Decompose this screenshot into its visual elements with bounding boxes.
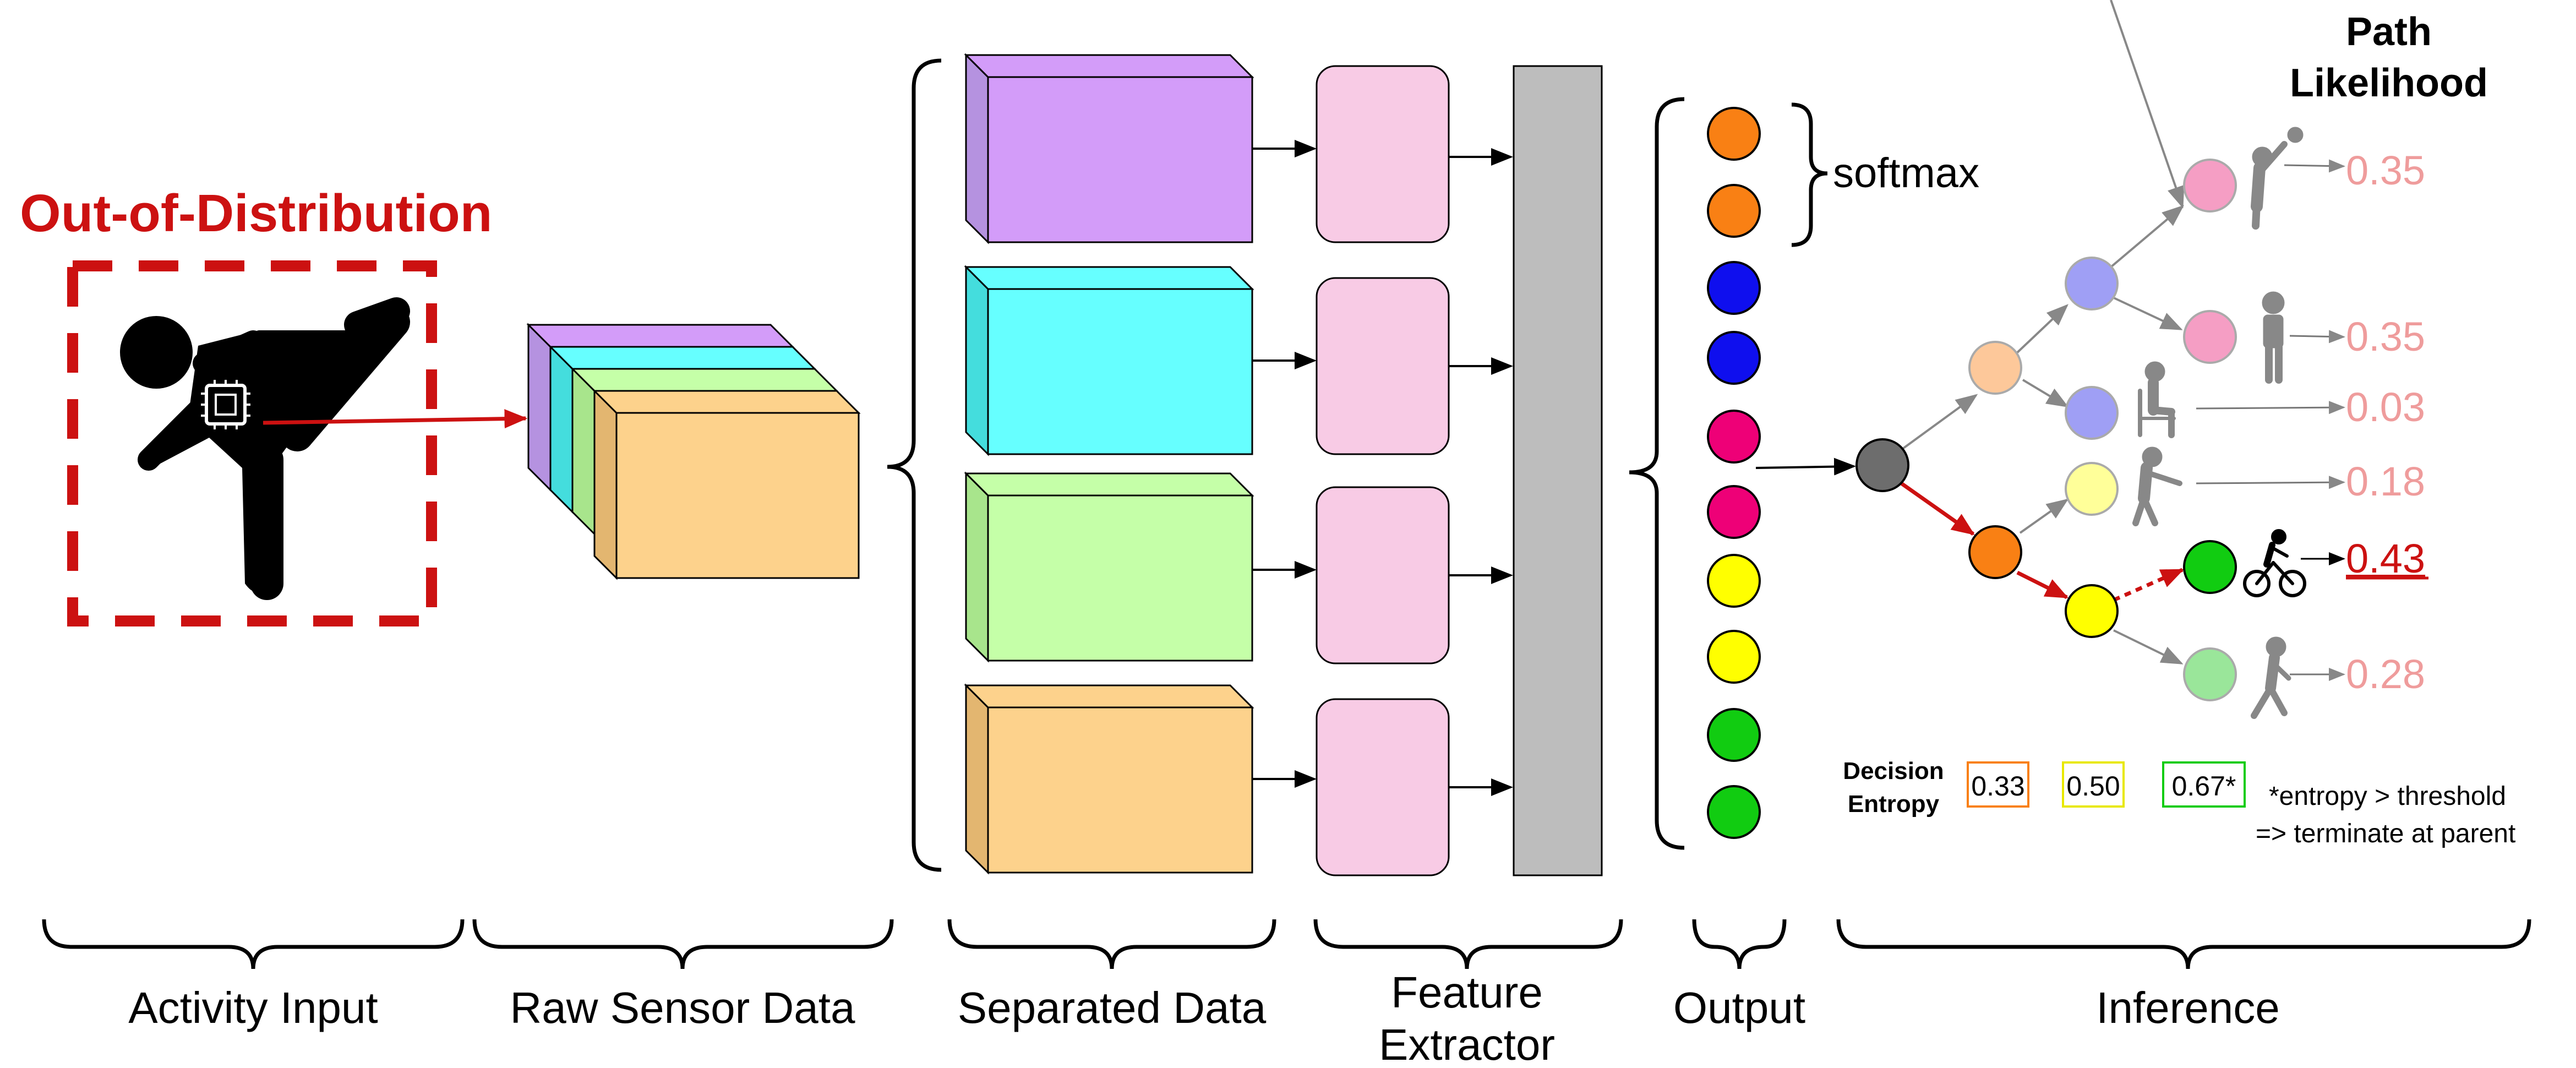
label-raw-sensor-data: Raw Sensor Data [510,983,855,1032]
output-node-2 [1707,184,1761,238]
concat-bar [1513,65,1603,876]
label-output: Output [1673,983,1805,1032]
output-node-7 [1707,554,1761,608]
tree-leaf-selected [2183,540,2237,594]
likelihood-arrows [2196,159,2345,681]
tree-leaf-1 [2183,159,2237,212]
section-labels: Activity Input Raw Sensor Data Separated… [128,968,2280,1068]
entropy-box-1 [1967,761,2029,808]
label-feature-extractor-2: Extractor [1379,1020,1555,1068]
tree-node-l2-a [2065,257,2119,310]
entropy-value-3: 0.67* [2172,771,2236,802]
entropy-note-line2: => terminate at parent [2256,819,2515,848]
path-likelihood-title-line2: Likelihood [2290,61,2488,105]
entropy-label-line1: Decision [1843,758,1944,784]
tree-leaf-2 [2183,310,2237,364]
tree-node-l1-top [1968,341,2022,395]
tree-node-l2-b [2065,386,2119,440]
likelihood-values: 0.35 0.35 0.03 0.18 0.28 [2346,148,2425,697]
softmax-label: softmax [1833,150,1979,197]
likelihood-4: 0.18 [2346,459,2425,504]
entropy-value-1: 0.33 [1971,771,2024,802]
separated-data-brace [887,58,942,872]
output-node-5 [1707,410,1761,464]
tree-node-l1-bottom [1968,525,2022,579]
output-node-3 [1707,261,1761,315]
ood-dashed-frame [67,260,437,626]
tree-root-node [1855,438,1909,492]
output-node-4 [1707,331,1761,385]
likelihood-1: 0.35 [2346,148,2425,193]
tree-node-l2-d [2065,584,2119,638]
sensor-arrow [263,409,528,429]
tree-node-l2-c [2065,462,2119,516]
standing-person-icon [2262,291,2285,384]
output-to-tree-arrow [1755,457,1856,476]
output-node-9 [1707,708,1761,762]
likelihood-6: 0.28 [2346,651,2425,697]
sep-to-feature-arrows [1252,140,1317,788]
sitting-person-icon [2138,361,2176,438]
separated-box-green [964,471,1254,663]
softmax-brace [1791,102,1828,247]
output-node-8 [1707,630,1761,684]
ood-title: Out-of-Distribution [20,184,492,243]
likelihood-3: 0.03 [2346,384,2425,430]
sensor-chip-icon [201,380,250,429]
separated-box-purple [964,53,1254,244]
tree-selected-path [1897,480,2185,602]
label-feature-extractor-1: Feature [1391,968,1543,1017]
label-separated-data: Separated Data [958,983,1267,1032]
feature-to-bar-arrows [1449,148,1513,796]
kicking-person-icon [120,297,410,600]
output-node-10 [1707,785,1761,839]
path-likelihood-title-line1: Path [2346,10,2432,54]
entropy-box-2 [2062,761,2125,808]
likelihood-2: 0.35 [2346,314,2425,359]
tree-nodes [1855,159,2237,701]
pointing-person-icon [2132,446,2182,526]
cyclist-icon [2243,529,2306,597]
entropy-value-2: 0.50 [2066,771,2120,802]
tree-edge-topbranch [2110,205,2185,268]
feature-extractor-blocks [1316,65,1450,876]
tree-edges [1898,0,2185,664]
label-activity-input: Activity Input [128,983,378,1032]
separated-box-cyan [964,265,1254,456]
likelihood-selected: 0.43 [2346,536,2425,581]
tree-leaf-6 [2183,647,2237,701]
walking-person-icon [2251,636,2291,719]
output-nodes [1707,107,1761,839]
output-node-1 [1707,107,1761,161]
entropy-box-3 [2162,761,2246,808]
output-node-6 [1707,485,1761,539]
entropy-label-line2: Entropy [1848,791,1940,818]
bottom-braces [42,919,2531,969]
raw-sensor-stack [526,323,861,580]
separated-box-orange [964,683,1254,875]
volleyball-person-icon [2251,127,2304,230]
label-inference: Inference [2096,983,2280,1032]
output-brace [1629,97,1685,850]
entropy-note-line1: *entropy > threshold [2269,782,2506,811]
